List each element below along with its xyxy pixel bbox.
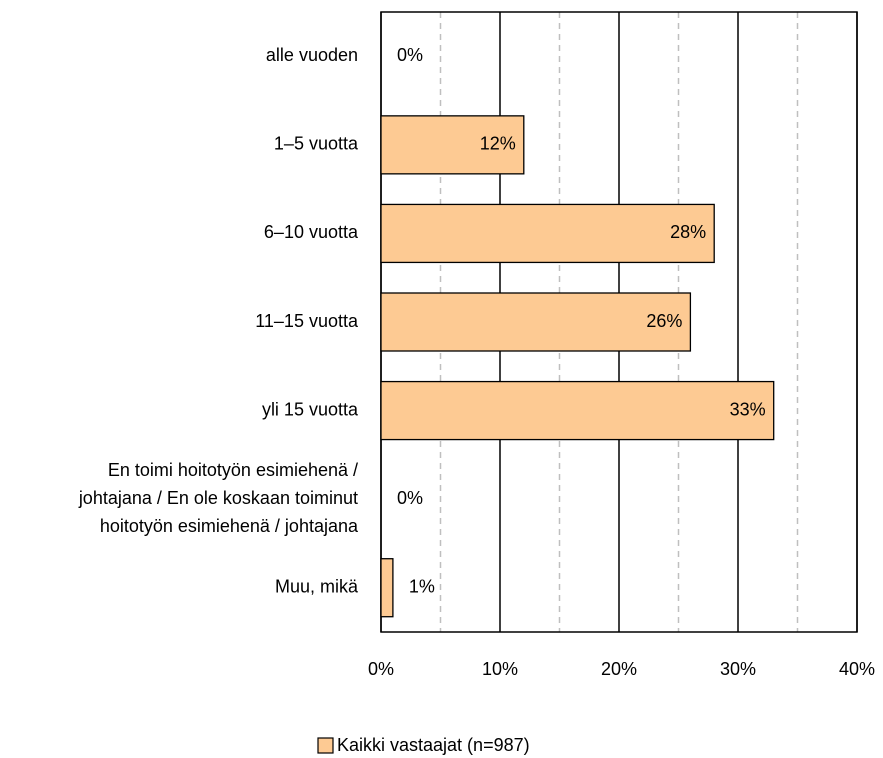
bar — [380, 115, 525, 175]
y-tick-label: En toimi hoitotyön esimiehenä / johtajana… — [78, 460, 359, 536]
x-tick-label: 20% — [601, 659, 637, 679]
y-tick-label: Muu, mikä — [275, 576, 359, 596]
x-tick-label: 10% — [482, 659, 518, 679]
y-tick-label: 6–10 vuotta — [264, 222, 359, 242]
legend-swatch — [317, 737, 334, 754]
value-label: 1% — [409, 576, 435, 596]
x-tick-label: 30% — [720, 659, 756, 679]
value-label: 0% — [397, 45, 423, 65]
value-label: 28% — [670, 222, 706, 242]
bar — [380, 203, 715, 264]
value-label: 33% — [730, 399, 766, 419]
bar — [380, 558, 394, 618]
x-tick-label: 0% — [368, 659, 394, 679]
value-label: 12% — [480, 134, 516, 154]
legend-label: Kaikki vastaajat (n=987) — [337, 735, 530, 755]
bar — [380, 292, 692, 352]
y-tick-label: yli 15 vuotta — [262, 399, 359, 419]
y-tick-label: 11–15 vuotta — [255, 311, 359, 331]
y-tick-label: alle vuoden — [266, 45, 358, 65]
value-label: 26% — [646, 311, 682, 331]
x-tick-label: 40% — [839, 659, 875, 679]
y-tick-label: 1–5 vuotta — [274, 134, 359, 154]
bar — [380, 380, 775, 441]
value-label: 0% — [397, 488, 423, 508]
